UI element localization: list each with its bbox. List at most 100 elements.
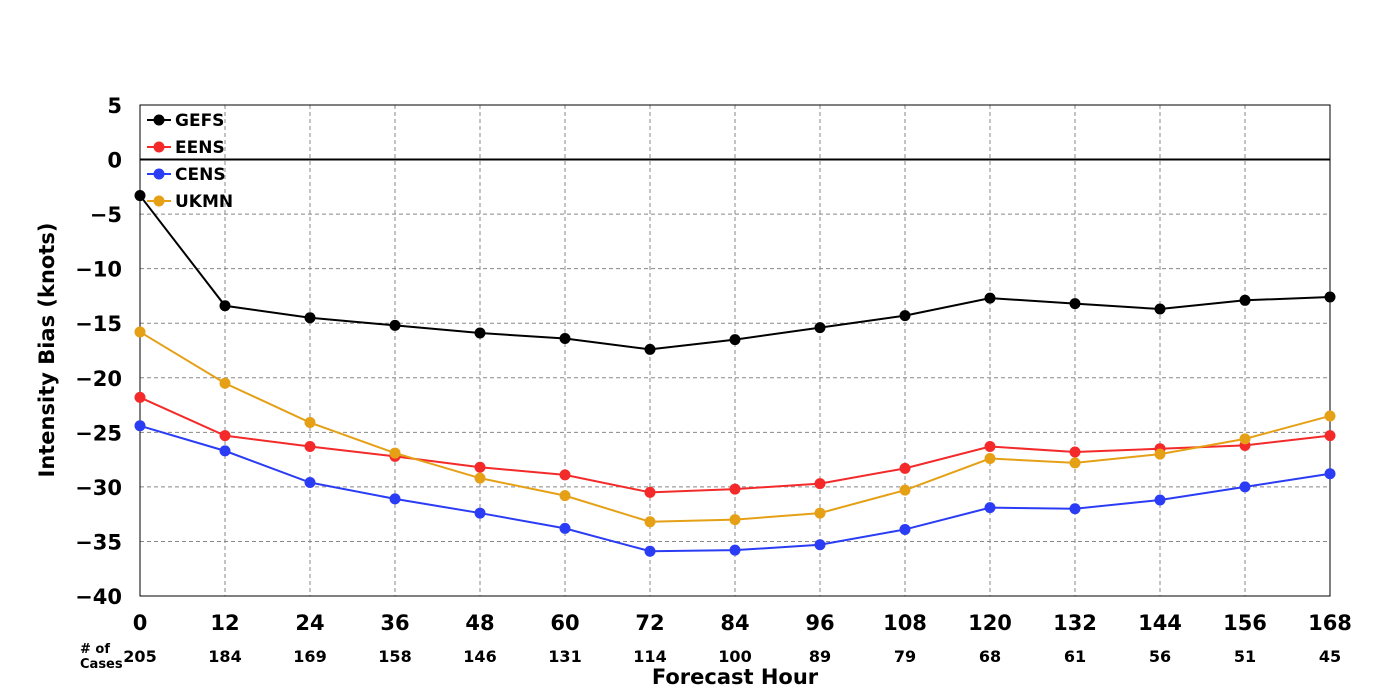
legend: GEFS EENS CENS UKMN <box>147 111 233 212</box>
data-point <box>219 300 231 312</box>
series-layer <box>134 190 1336 557</box>
y-tick-label: 5 <box>107 94 122 118</box>
data-point <box>1324 468 1336 480</box>
x-tick-label: 24 <box>295 611 324 635</box>
data-point <box>219 445 231 457</box>
data-point <box>644 516 656 528</box>
y-tick-label: −5 <box>90 203 122 227</box>
data-point <box>1154 303 1166 315</box>
data-point <box>474 472 486 484</box>
case-count-label: 56 <box>1149 647 1171 666</box>
case-count-label: 184 <box>208 647 241 666</box>
legend-label: UKMN <box>175 192 233 212</box>
data-point <box>1154 494 1166 506</box>
legend-entry-ukmn: UKMN <box>147 192 233 212</box>
y-tick-label: −35 <box>75 530 122 554</box>
data-point <box>1239 433 1251 445</box>
x-tick-label: 12 <box>210 611 239 635</box>
data-point <box>899 523 911 535</box>
data-point <box>134 420 146 432</box>
x-tick-label: 36 <box>380 611 409 635</box>
data-point <box>304 441 316 453</box>
series-gefs <box>134 190 1336 355</box>
data-point <box>559 490 571 502</box>
x-tick-label: 144 <box>1138 611 1182 635</box>
x-axis-label: Forecast Hour <box>652 665 819 689</box>
y-tick-label: −10 <box>75 258 122 282</box>
data-point <box>559 469 571 481</box>
data-point <box>1239 294 1251 306</box>
data-point <box>1324 430 1336 442</box>
y-tick-label: −20 <box>75 367 122 391</box>
series-eens <box>134 391 1336 498</box>
x-tick-label: 108 <box>883 611 927 635</box>
data-point <box>1324 410 1336 422</box>
x-tick-label: 84 <box>720 611 749 635</box>
data-point <box>1239 481 1251 493</box>
case-count-label: 61 <box>1064 647 1086 666</box>
y-tick-label: 0 <box>107 149 122 173</box>
legend-label: CENS <box>175 165 226 185</box>
case-count-label: 68 <box>979 647 1001 666</box>
x-tick-label: 156 <box>1223 611 1267 635</box>
data-point <box>559 332 571 344</box>
x-tick-labels: 0 12 24 36 48 60 72 84 96 108 120 132 144 156 168 <box>133 611 1352 635</box>
x-tick-label: 168 <box>1308 611 1352 635</box>
data-point <box>814 478 826 490</box>
legend-label: EENS <box>175 138 225 158</box>
data-point <box>644 486 656 498</box>
series-ukmn <box>134 326 1336 528</box>
y-tick-label: −25 <box>75 421 122 445</box>
data-point <box>984 502 996 514</box>
data-point <box>134 326 146 338</box>
data-point <box>984 441 996 453</box>
case-count-label: 79 <box>894 647 916 666</box>
data-point <box>1069 298 1081 310</box>
case-count-label: 158 <box>378 647 411 666</box>
data-point <box>814 507 826 519</box>
x-tick-label: 132 <box>1053 611 1097 635</box>
data-point <box>219 377 231 389</box>
data-point <box>304 417 316 429</box>
data-point <box>729 544 741 556</box>
case-count-label: 45 <box>1319 647 1341 666</box>
case-count-label: 114 <box>633 647 666 666</box>
plot-frame <box>139 104 1331 597</box>
data-point <box>729 483 741 495</box>
legend-entry-gefs: GEFS <box>147 111 224 131</box>
data-point <box>984 453 996 465</box>
case-count-label: 146 <box>463 647 496 666</box>
data-point <box>304 312 316 324</box>
case-counts: 205 184 169 158 146 131 114 100 89 79 68 61 56 51 45 <box>123 647 1341 666</box>
data-point <box>474 327 486 339</box>
data-point <box>134 190 146 202</box>
y-tick-labels: 5 0 −5 −10 −15 −20 −25 −30 −35 −40 <box>75 94 122 609</box>
data-point <box>389 447 401 459</box>
legend-label: GEFS <box>175 111 224 131</box>
data-point <box>644 343 656 355</box>
case-count-label: 169 <box>293 647 326 666</box>
case-count-label: 89 <box>809 647 831 666</box>
x-tick-label: 48 <box>465 611 494 635</box>
data-point <box>899 310 911 322</box>
case-count-label: 51 <box>1234 647 1256 666</box>
data-point <box>389 319 401 331</box>
y-axis-label: Intensity Bias (knots) <box>35 223 59 478</box>
case-count-label: 131 <box>548 647 581 666</box>
legend-entry-eens: EENS <box>147 138 225 158</box>
x-tick-label: 96 <box>805 611 834 635</box>
x-tick-label: 0 <box>133 611 148 635</box>
cases-label-line1: # of <box>80 642 110 657</box>
data-point <box>899 484 911 496</box>
case-count-label: 100 <box>718 647 751 666</box>
x-tick-label: 72 <box>635 611 664 635</box>
legend-entry-cens: CENS <box>147 165 226 185</box>
case-count-label: 205 <box>123 647 156 666</box>
data-point <box>304 477 316 489</box>
data-point <box>1069 457 1081 469</box>
data-point <box>474 507 486 519</box>
data-point <box>644 545 656 557</box>
y-tick-label: −30 <box>75 476 122 500</box>
series-cens <box>134 420 1336 557</box>
